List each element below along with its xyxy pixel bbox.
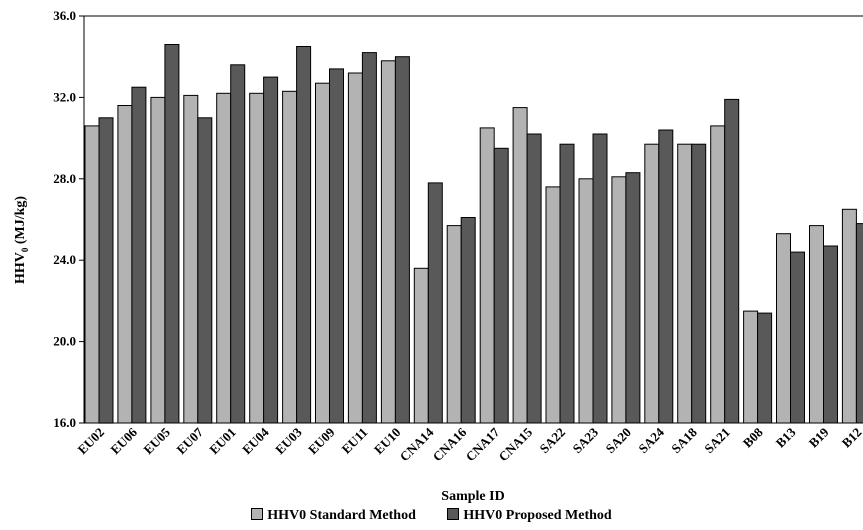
bar-proposed-cna17	[493, 147, 509, 424]
x-tick-label-eu01: EU01	[206, 425, 239, 458]
y-tick-label: 16.0	[53, 415, 76, 430]
x-tick-label-sa24: SA24	[635, 424, 667, 456]
bar-proposed-sa20	[625, 172, 641, 424]
legend-label-standard: HHV0 Standard Method	[267, 508, 416, 523]
bar-standard-sa23	[578, 178, 594, 424]
bar-standard-eu01	[216, 92, 232, 424]
x-tick-label-eu09: EU09	[305, 424, 338, 457]
y-ticks-group: 16.0 20.0 24.0 28.0 32.0 36.0	[53, 8, 84, 430]
bar-proposed-sa21	[724, 98, 740, 424]
x-tick-label-cna14: CNA14	[397, 424, 437, 464]
x-ticks-group: EU02 EU06 EU05 EU07 EU01 EU04 EU03 EU09 EU11 EU10…	[75, 424, 863, 464]
bar-standard-sa21	[710, 125, 726, 424]
x-tick-label-sa18: SA18	[668, 424, 700, 456]
x-tick-label-b08: B08	[740, 424, 766, 450]
x-tick-label-cna15: CNA15	[496, 424, 536, 464]
bar-standard-eu07	[183, 94, 199, 424]
x-tick-label-eu06: EU06	[107, 424, 140, 457]
bar-proposed-eu05	[164, 44, 180, 424]
bar-standard-eu04	[249, 92, 265, 424]
bar-proposed-b12	[855, 223, 863, 424]
legend: HHV0 Standard Method HHV0 Proposed Metho…	[0, 508, 863, 524]
x-tick-label-cna17: CNA17	[463, 424, 503, 464]
bar-standard-b19	[809, 225, 824, 424]
bar-standard-b12	[841, 208, 857, 424]
bar-standard-sa18	[677, 143, 693, 424]
legend-item-proposed: HHV0 Proposed Method	[447, 508, 612, 524]
bar-standard-cna14	[413, 267, 429, 424]
y-axis-title-main: HHV	[13, 252, 28, 284]
x-tick-label-cna16: CNA16	[430, 424, 470, 464]
x-tick-label-eu11: EU11	[338, 425, 370, 457]
x-tick-label-sa21: SA21	[701, 425, 733, 457]
bar-standard-eu03	[282, 90, 298, 424]
bar-standard-eu11	[347, 72, 363, 424]
bar-proposed-eu06	[131, 86, 147, 424]
y-axis-title-subscript: 0	[20, 247, 30, 252]
bar-standard-b13	[776, 233, 791, 424]
x-tick-label-b13: B13	[773, 424, 799, 450]
y-tick-label: 24.0	[53, 252, 76, 267]
x-tick-label-b12: B12	[839, 425, 863, 451]
x-axis-title: Sample ID	[441, 489, 504, 504]
x-tick-label-eu03: EU03	[272, 424, 305, 457]
x-tick-label-eu05: EU05	[140, 424, 173, 457]
y-axis-title: HHV0 (MJ/kg)	[13, 196, 30, 284]
bar-standard-sa20	[611, 176, 627, 424]
x-tick-label-b19: B19	[806, 424, 832, 450]
bar-proposed-sa22	[559, 143, 575, 424]
bar-standard-cna15	[512, 107, 528, 424]
bars-group	[84, 44, 863, 424]
x-tick-label-eu02: EU02	[75, 425, 108, 458]
legend-label-proposed: HHV0 Proposed Method	[463, 508, 612, 523]
bar-proposed-eu09	[329, 68, 344, 424]
x-tick-label-sa20: SA20	[602, 425, 634, 457]
y-tick-label: 28.0	[53, 171, 76, 186]
legend-swatch-standard	[251, 508, 264, 520]
x-tick-label-eu07: EU07	[173, 424, 206, 457]
bar-proposed-sa23	[592, 133, 608, 424]
bar-standard-sa24	[644, 143, 660, 424]
bar-proposed-b13	[790, 251, 805, 424]
bar-proposed-eu07	[197, 117, 213, 424]
bar-proposed-eu11	[361, 52, 377, 424]
bar-proposed-b19	[823, 245, 838, 424]
axes-group	[83, 15, 863, 424]
bar-proposed-eu03	[296, 46, 312, 424]
bar-proposed-cna15	[526, 133, 542, 424]
legend-item-standard: HHV0 Standard Method	[251, 508, 416, 524]
bar-proposed-cna14	[427, 182, 443, 424]
bar-proposed-sa24	[658, 129, 674, 424]
bar-standard-b08	[743, 310, 759, 424]
bar-standard-cna16	[446, 225, 462, 424]
bar-standard-eu02	[84, 125, 100, 424]
x-tick-label-eu04: EU04	[239, 424, 272, 457]
bar-standard-eu06	[117, 105, 133, 424]
bar-proposed-eu10	[394, 56, 410, 424]
y-tick-label: 20.0	[53, 334, 76, 349]
bar-proposed-cna16	[460, 217, 476, 424]
y-tick-label: 36.0	[53, 8, 76, 23]
bar-standard-sa22	[545, 186, 561, 424]
bar-standard-cna17	[479, 127, 495, 424]
bar-proposed-b08	[757, 312, 773, 424]
y-tick-label: 32.0	[53, 89, 76, 104]
bar-proposed-sa18	[691, 143, 707, 424]
bar-standard-eu10	[380, 60, 396, 424]
bar-proposed-eu02	[98, 117, 114, 424]
bar-standard-eu05	[150, 96, 166, 424]
x-tick-label-sa22: SA22	[537, 425, 569, 457]
bar-proposed-eu04	[263, 76, 279, 424]
x-tick-label-sa23: SA23	[570, 424, 602, 456]
bar-standard-eu09	[315, 82, 330, 424]
legend-swatch-proposed	[447, 508, 460, 520]
bar-proposed-eu01	[230, 64, 246, 424]
y-axis-title-unit: (MJ/kg)	[13, 196, 28, 248]
